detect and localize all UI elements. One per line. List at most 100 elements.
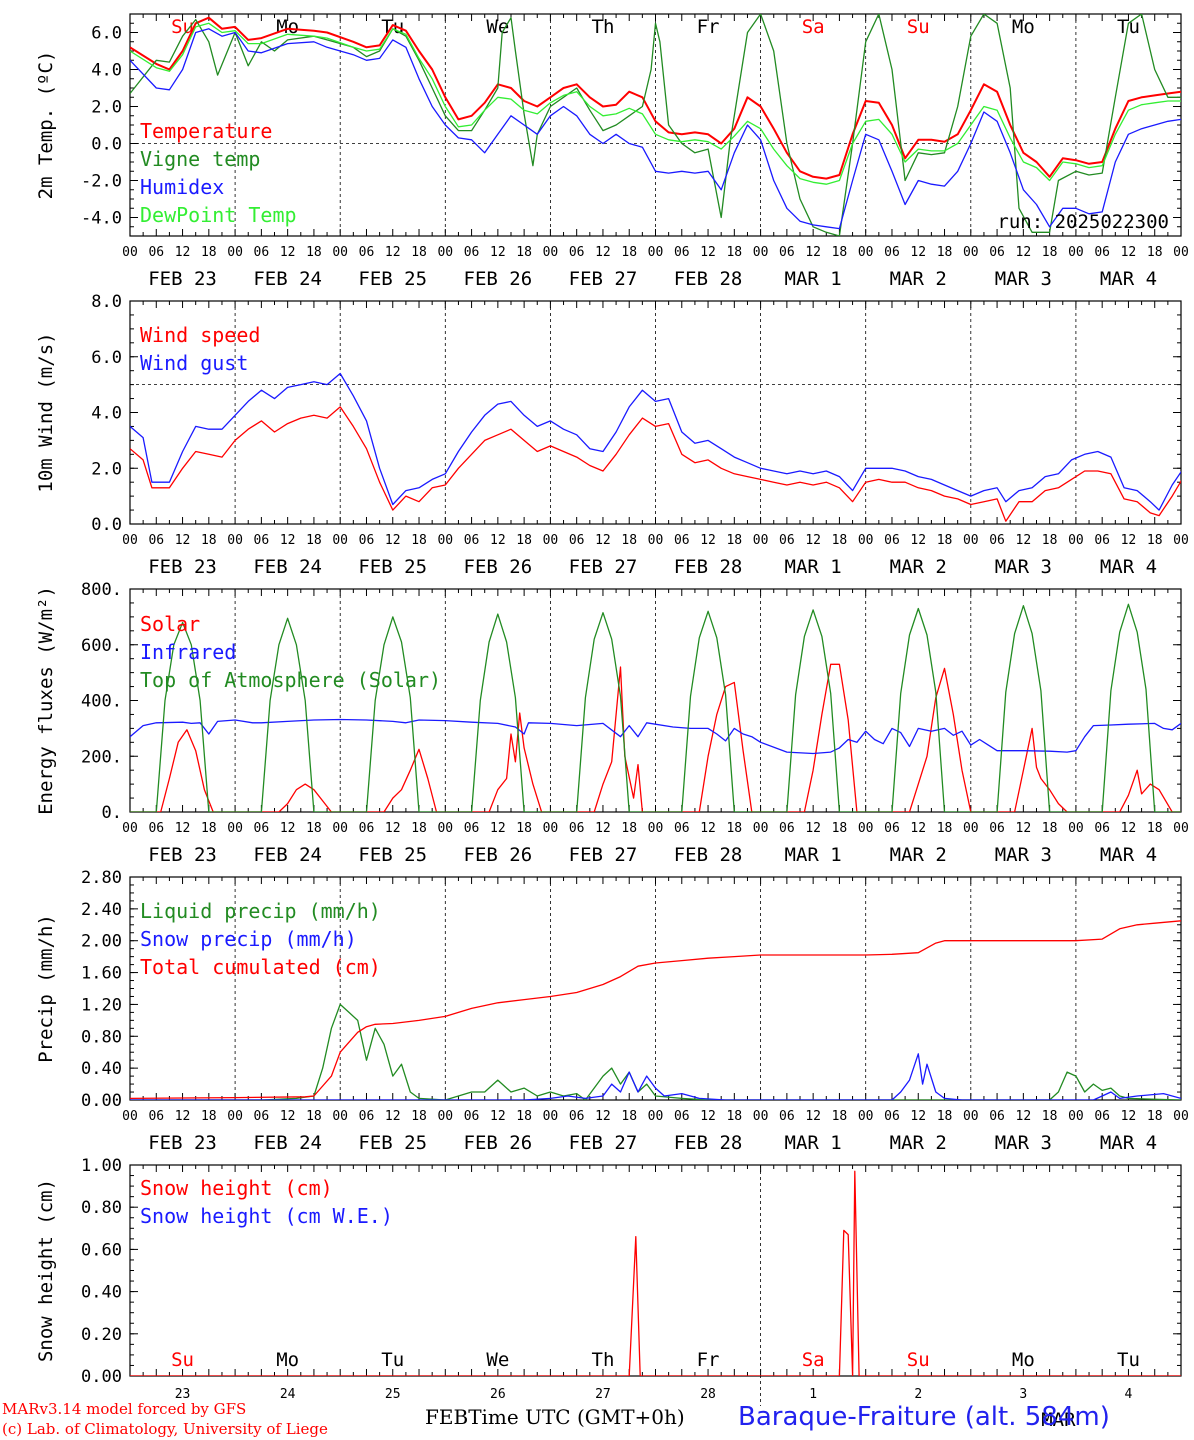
hour-tick-label: 00 [1068, 245, 1084, 260]
hour-tick-label: 00 [1068, 1109, 1084, 1124]
date-label: FEB 26 [464, 268, 533, 290]
date-label: FEB 23 [148, 268, 217, 290]
hour-tick-label: 06 [989, 1109, 1005, 1124]
hour-tick-label: 06 [148, 821, 164, 836]
hour-tick-label: 00 [437, 245, 453, 260]
hour-tick-label: 06 [359, 1109, 375, 1124]
hour-tick-label: 00 [648, 533, 664, 548]
hour-tick-label: 12 [595, 533, 611, 548]
hour-tick-label: 06 [569, 533, 585, 548]
date-label: FEB 24 [253, 556, 322, 578]
date-label: FEB 25 [358, 556, 427, 578]
hour-tick-label: 12 [595, 821, 611, 836]
hour-tick-label: 06 [1094, 533, 1110, 548]
hour-tick-label: 00 [437, 533, 453, 548]
y-tick-label: -4.0 [81, 209, 122, 229]
hour-tick-label: 06 [884, 533, 900, 548]
hour-tick-label: 06 [464, 1109, 480, 1124]
weekday-label: Th [592, 16, 615, 38]
date-label: MAR 1 [785, 556, 842, 578]
hour-tick-label: 00 [1068, 821, 1084, 836]
hour-tick-label: 18 [306, 533, 322, 548]
series-line [130, 22, 1181, 185]
hour-tick-label: 18 [306, 245, 322, 260]
hour-tick-label: 12 [385, 1109, 401, 1124]
series-line [130, 28, 1181, 230]
hour-tick-label: 12 [280, 533, 296, 548]
date-label: FEB 28 [674, 268, 743, 290]
date-label: FEB 27 [569, 1132, 638, 1154]
hour-tick-label: 18 [937, 1109, 953, 1124]
date-label: FEB 25 [358, 844, 427, 866]
y-tick-label: 2.40 [81, 900, 122, 920]
hour-tick-label: 18 [726, 533, 742, 548]
y-tick-label: 0. [102, 803, 122, 823]
y-tick-label: 0.00 [81, 1091, 122, 1111]
station-name: Baraque-Fraiture (alt. 584m) [738, 1402, 1110, 1432]
series-line [130, 406, 1181, 522]
weekday-label: Fr [697, 16, 720, 38]
hour-tick-label: 18 [201, 821, 217, 836]
hour-tick-label: 00 [122, 1109, 138, 1124]
date-label: FEB 26 [464, 844, 533, 866]
day-number-label: 1 [809, 1387, 817, 1402]
y-tick-label: 1.60 [81, 964, 122, 984]
hour-tick-label: 00 [227, 245, 243, 260]
day-number-label: 3 [1019, 1387, 1027, 1402]
y-axis-label: Energy fluxes (W/m²) [35, 586, 57, 815]
hour-tick-label: 12 [700, 245, 716, 260]
month-left-label: FEB [425, 1405, 469, 1429]
y-tick-label: 0.80 [81, 1027, 122, 1047]
day-number-label: 2 [914, 1387, 922, 1402]
hour-tick-label: 18 [1147, 245, 1163, 260]
hour-tick-label: 00 [858, 1109, 874, 1124]
date-label: FEB 23 [148, 844, 217, 866]
hour-tick-label: 12 [1016, 533, 1032, 548]
hour-tick-label: 06 [674, 821, 690, 836]
legend-entry: Snow height (cm) [140, 1176, 333, 1200]
hour-tick-label: 18 [411, 245, 427, 260]
series-line [130, 1053, 1181, 1100]
weekday-label: Tu [1117, 1349, 1140, 1371]
series-line [130, 603, 1181, 812]
weekday-label: Su [171, 1349, 194, 1371]
hour-tick-label: 12 [1121, 1109, 1137, 1124]
hour-tick-label: 12 [700, 533, 716, 548]
day-number-label: 4 [1125, 1387, 1133, 1402]
y-tick-label: 0.40 [81, 1283, 122, 1303]
hour-tick-label: 06 [674, 245, 690, 260]
legend-entry: DewPoint Temp [140, 203, 297, 227]
weekday-label: Su [907, 16, 930, 38]
hour-tick-label: 18 [937, 533, 953, 548]
hour-tick-label: 18 [201, 1109, 217, 1124]
hour-tick-label: 06 [254, 533, 270, 548]
date-label: FEB 27 [569, 844, 638, 866]
date-label: FEB 24 [253, 844, 322, 866]
weekday-label: We [486, 16, 509, 38]
hour-tick-label: 06 [884, 245, 900, 260]
weekday-label: Su [907, 1349, 930, 1371]
chart-panel-2: 0.0 2.0 4.0 6.0 8.0 10m Wind (m/s) 00 06 12 18 00 0… [35, 292, 1189, 578]
date-label: MAR 3 [995, 268, 1052, 290]
hour-tick-label: 12 [280, 1109, 296, 1124]
hour-tick-label: 00 [543, 245, 559, 260]
date-label: MAR 1 [785, 1132, 842, 1154]
month-right-label: MAR [1041, 1409, 1076, 1431]
hour-tick-label: 06 [989, 245, 1005, 260]
time-utc-label: Time UTC (GMT+0h) [468, 1405, 685, 1429]
weekday-label: We [486, 1349, 509, 1371]
legend-entry: Infrared [140, 640, 236, 664]
hour-tick-label: 12 [490, 821, 506, 836]
y-tick-label: 0.0 [91, 135, 122, 155]
hour-tick-label: 06 [884, 821, 900, 836]
hour-tick-label: 00 [963, 1109, 979, 1124]
chart-panel-1: -4.0 -2.0 0.0 2.0 4.0 6.0 2m Temp. (ºC) 00 06 12 1… [35, 13, 1189, 290]
hour-tick-label: 06 [569, 1109, 585, 1124]
hour-tick-label: 18 [1042, 1109, 1058, 1124]
hour-tick-label: 12 [280, 821, 296, 836]
hour-tick-label: 00 [543, 533, 559, 548]
hour-tick-label: 06 [1094, 821, 1110, 836]
date-label: FEB 24 [253, 1132, 322, 1154]
hour-tick-label: 18 [1042, 533, 1058, 548]
